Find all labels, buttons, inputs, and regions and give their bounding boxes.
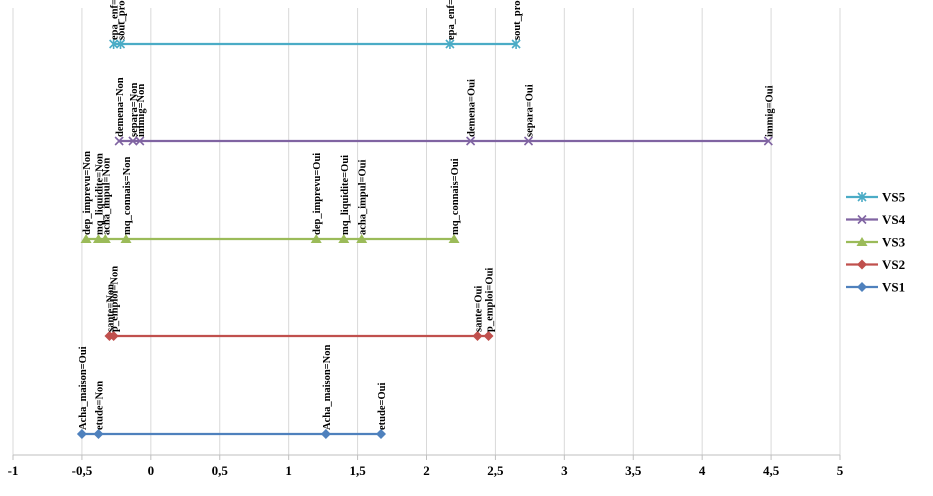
point-label: sante=Oui bbox=[473, 286, 484, 332]
diamond-marker bbox=[76, 429, 87, 439]
x-tick-label: 5 bbox=[837, 463, 844, 478]
point-label: acha_impul=Oui bbox=[358, 159, 369, 235]
triangle-marker bbox=[310, 234, 322, 243]
x-tick-label: 1,5 bbox=[349, 463, 366, 478]
point-label: demena=Oui bbox=[467, 79, 478, 137]
asterisk-marker bbox=[857, 192, 867, 202]
x-marker bbox=[128, 136, 138, 146]
point-label: sante=Non bbox=[105, 284, 116, 332]
x-marker bbox=[114, 136, 124, 146]
point-label: etude=Non bbox=[94, 381, 105, 430]
legend-item-vs1: VS1 bbox=[846, 280, 905, 295]
x-axis: -1 -0,5 0 0,5 1 1,5 2 2,5 3 3,5 4 4,5 5 bbox=[8, 454, 844, 478]
asterisk-marker bbox=[115, 39, 126, 49]
diamond-marker bbox=[93, 429, 104, 439]
point-label: separa=Non bbox=[129, 82, 140, 137]
diamond-marker bbox=[108, 331, 119, 341]
asterisk-marker bbox=[445, 39, 455, 49]
point-label: mq_liquidite=Non bbox=[94, 153, 105, 235]
x-tick-label: 2 bbox=[423, 463, 430, 478]
legend-item-vs3: VS3 bbox=[846, 235, 906, 250]
point-label: p_emploi=Non bbox=[110, 266, 121, 332]
legend-label: VS4 bbox=[882, 212, 906, 227]
x-tick-label: 4 bbox=[699, 463, 706, 478]
point-label: dep_imprevu=Non bbox=[82, 151, 93, 235]
asterisk-marker bbox=[109, 39, 119, 49]
point-label: acha_impul=Non bbox=[101, 158, 112, 235]
triangle-marker bbox=[356, 234, 368, 243]
x-tick-label: 2,5 bbox=[487, 463, 504, 478]
series-vs1: Acha_maison=Oui etude=Non Acha_maison=Non e… bbox=[76, 345, 388, 439]
diamond-marker bbox=[857, 259, 867, 270]
point-label: separa=Oui bbox=[524, 84, 535, 137]
x-marker bbox=[466, 136, 476, 146]
diamond-marker bbox=[483, 331, 494, 341]
x-tick-label: 3 bbox=[561, 463, 568, 478]
x-marker bbox=[857, 214, 867, 225]
triangle-marker bbox=[92, 234, 104, 243]
x-tick-label: 3,5 bbox=[625, 463, 642, 478]
grid bbox=[12, 8, 841, 455]
x-marker bbox=[763, 136, 773, 146]
point-label: p_emploi=Oui bbox=[485, 268, 496, 332]
legend-label: VS1 bbox=[882, 280, 905, 295]
legend-item-vs5: VS5 bbox=[846, 190, 906, 205]
point-label: mq_liquidite=Oui bbox=[340, 155, 351, 235]
x-tick-label: -1 bbox=[8, 463, 19, 478]
triangle-marker bbox=[856, 237, 868, 246]
triangle-marker bbox=[448, 234, 460, 243]
triangle-marker bbox=[99, 234, 111, 243]
point-label: epa_enf=Oui bbox=[446, 0, 457, 40]
x-tick-label: 0,5 bbox=[212, 463, 229, 478]
point-label: mq_connais=Non bbox=[122, 157, 133, 235]
point-label: sout_proch=Oui bbox=[512, 0, 523, 40]
diamond-marker bbox=[472, 331, 483, 341]
x-tick-label: 0 bbox=[148, 463, 155, 478]
point-label: etude=Oui bbox=[377, 383, 388, 430]
x-marker bbox=[135, 136, 145, 146]
point-label: Acha_maison=Oui bbox=[78, 346, 89, 430]
legend: VS5 VS4 VS3 VS2 VS1 bbox=[846, 190, 906, 295]
point-label: Acha_maison=Non bbox=[322, 345, 333, 430]
diamond-marker bbox=[857, 282, 867, 292]
point-label: dep_imprevu=Oui bbox=[312, 153, 323, 235]
x-tick-label: -0,5 bbox=[72, 463, 93, 478]
point-label: epa_enf=Non bbox=[110, 0, 121, 40]
triangle-marker bbox=[120, 234, 132, 243]
x-tick-label: 1 bbox=[285, 463, 292, 478]
legend-label: VS2 bbox=[882, 257, 905, 272]
legend-label: VS5 bbox=[882, 190, 906, 205]
point-label: immig=Non bbox=[136, 84, 147, 137]
x-marker bbox=[523, 136, 534, 146]
point-label: mq_connais=Oui bbox=[450, 158, 461, 235]
point-label: demena=Non bbox=[115, 77, 126, 137]
triangle-marker bbox=[338, 234, 350, 243]
series-vs3: dep_imprevu=Non mq_liquidite=Nonacha_impu… bbox=[80, 151, 461, 243]
triangle-marker bbox=[80, 234, 92, 243]
legend-label: VS3 bbox=[882, 235, 906, 250]
point-label: immig=Oui bbox=[764, 85, 775, 137]
legend-item-vs4: VS4 bbox=[846, 212, 906, 227]
asterisk-marker bbox=[511, 39, 521, 49]
diamond-marker bbox=[376, 429, 387, 439]
point-label: sout_proch=Non bbox=[117, 0, 128, 40]
x-tick-label: 4,5 bbox=[763, 463, 780, 478]
legend-item-vs2: VS2 bbox=[846, 257, 905, 272]
diamond-marker bbox=[320, 429, 331, 439]
